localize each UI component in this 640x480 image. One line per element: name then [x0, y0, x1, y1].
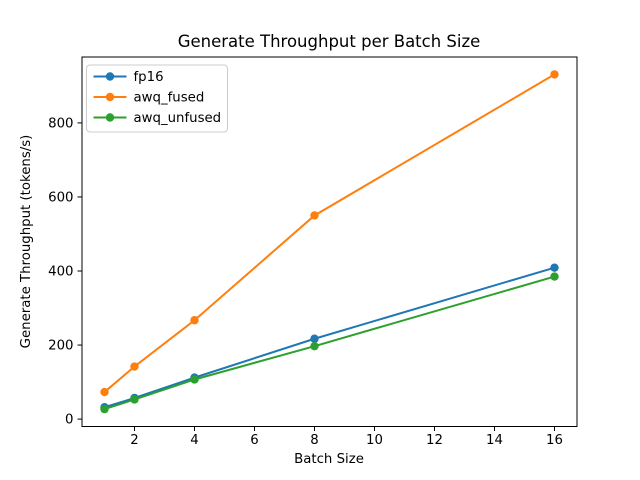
x-tick-label: 4 — [190, 433, 198, 448]
legend-marker — [105, 72, 115, 81]
chart-title: Generate Throughput per Batch Size — [178, 32, 481, 51]
legend-box — [86, 64, 228, 133]
legend-entry-label: awq_fused — [134, 91, 205, 106]
data-point-awq_fused — [130, 362, 139, 371]
axes-frame — [81, 56, 578, 427]
plot-frame — [81, 56, 578, 427]
x-axis-label: Batch Size — [294, 452, 364, 467]
x-tick-label: 12 — [426, 433, 443, 448]
x-tick-label: 2 — [130, 433, 138, 448]
data-point-awq_unfused — [550, 272, 559, 281]
data-point-fp16 — [550, 263, 559, 272]
x-tick-label: 8 — [310, 433, 318, 448]
y-axis-label: Generate Throughput (tokens/s) — [19, 135, 34, 349]
data-point-awq_unfused — [130, 395, 139, 404]
legend-entry-label: fp16 — [134, 70, 164, 85]
data-point-awq_unfused — [100, 404, 109, 414]
data-point-awq_fused — [550, 70, 559, 79]
y-tick-label: 800 — [48, 116, 73, 131]
data-point-awq_unfused — [190, 375, 199, 384]
y-tick-label: 600 — [48, 190, 73, 205]
legend-entry-label: awq_unfused — [134, 111, 222, 126]
data-point-awq_fused — [190, 316, 199, 325]
x-tick-label: 6 — [250, 433, 258, 448]
series-line-awq_unfused — [104, 275, 555, 411]
data-point-awq_unfused — [310, 341, 319, 351]
series-group — [100, 70, 559, 414]
legend-marker — [105, 92, 115, 102]
data-point-awq_fused — [100, 387, 109, 397]
legend: fp16 awq_fused awq_unfused — [86, 64, 228, 133]
x-tick-label: 14 — [486, 433, 503, 448]
y-tick-label: 200 — [48, 339, 73, 354]
x-tick-label: 10 — [366, 433, 383, 448]
data-point-fp16 — [310, 334, 319, 343]
y-tick-label: 0 — [65, 413, 73, 428]
x-tick-label: 16 — [546, 433, 563, 448]
legend-marker — [105, 113, 115, 122]
axis-ticks: 2 4 6 8 10 12 14 16 0 200 400 600 800 — [48, 116, 563, 448]
y-tick-label: 400 — [48, 264, 73, 279]
data-point-awq_fused — [310, 211, 319, 220]
